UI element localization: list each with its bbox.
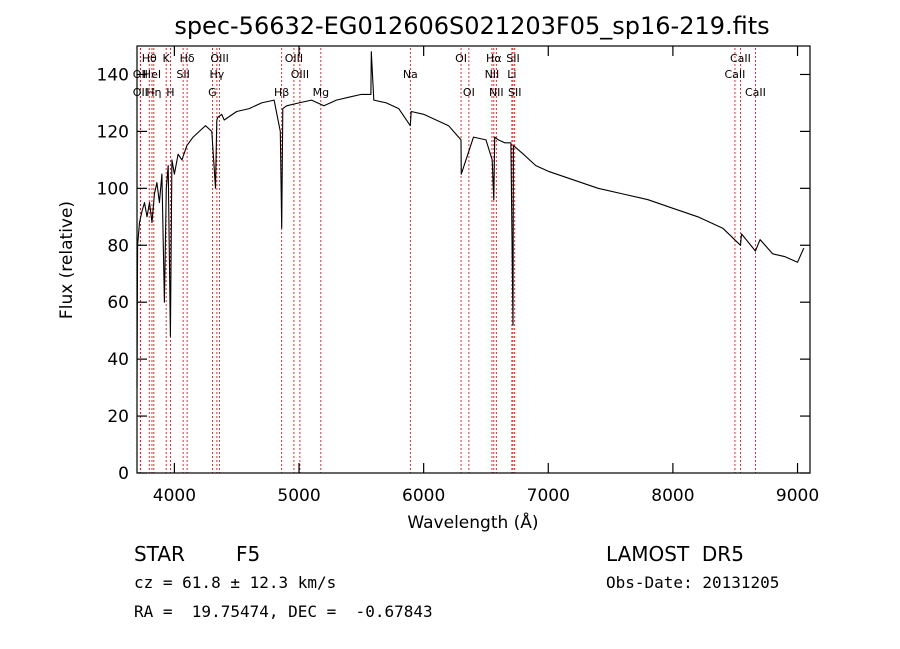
y-tick-label: 20 (107, 407, 129, 427)
y-axis-label: Flux (relative) (57, 201, 77, 319)
line-marker-label: Hβ (274, 86, 289, 99)
line-marker-label: SII (176, 68, 189, 81)
line-marker-label: CaII (725, 68, 746, 81)
line-marker-label: H (166, 86, 174, 99)
y-tick-label: 40 (107, 350, 129, 370)
y-tick-label: 100 (97, 179, 129, 199)
y-tick-label: 140 (97, 65, 129, 85)
x-tick-label: 6000 (402, 486, 445, 506)
line-marker-label: SII (508, 86, 521, 99)
line-marker-label: K (163, 52, 171, 65)
x-tick-label: 7000 (527, 486, 570, 506)
x-tick-label: 9000 (776, 486, 819, 506)
coordinates: RA = 19.75474, DEC = -0.67843 (134, 602, 433, 621)
line-marker-label: Hγ (209, 68, 224, 81)
line-marker-label: Li (507, 68, 516, 81)
line-marker-label: OI (455, 52, 467, 65)
line-marker-label: NII (489, 86, 504, 99)
x-tick-label: 5000 (277, 486, 320, 506)
line-marker-label: NII (485, 68, 500, 81)
spectral-subclass: F5 (236, 542, 260, 566)
line-marker-label: OIII (210, 52, 228, 65)
line-marker-label: OIII (285, 52, 303, 65)
x-axis-label: Wavelength (Å) (407, 511, 538, 533)
observation-date: Obs-Date: 20131205 (606, 573, 779, 592)
line-marker-label: Hα (486, 52, 502, 65)
y-tick-label: 60 (107, 293, 129, 313)
line-marker-label: CaII (730, 52, 751, 65)
line-marker-label: Mg (313, 86, 329, 99)
y-tick-label: 120 (97, 122, 129, 142)
redshift-cz: cz = 61.8 ± 12.3 km/s (134, 573, 336, 592)
line-marker-label: Na (403, 68, 418, 81)
plot-frame (136, 45, 811, 474)
object-type: STAR (134, 542, 185, 566)
line-marker-label: Hθ (142, 52, 157, 65)
y-tick-label: 80 (107, 236, 129, 256)
line-marker-label: OIII (291, 68, 309, 81)
chart-title: spec-56632-EG012606S021203F05_sp16-219.f… (174, 12, 769, 40)
line-marker-label: OI (463, 86, 475, 99)
spectrum-line (136, 51, 805, 388)
line-marker-label: CaII (745, 86, 766, 99)
survey-name: LAMOST DR5 (606, 542, 744, 566)
spectral-line-markers (139, 48, 756, 473)
x-tick-label: 4000 (153, 486, 196, 506)
line-marker-label: Hδ (180, 52, 195, 65)
line-marker-label: G (208, 86, 217, 99)
line-marker-label: SII (506, 52, 519, 65)
y-tick-label: 0 (118, 464, 129, 484)
line-marker-label: HeI (143, 68, 161, 81)
x-axis-ticks: 4000 5000 6000 7000 8000 9000 (153, 46, 819, 506)
x-tick-label: 8000 (651, 486, 694, 506)
y-axis-ticks: 0 20 40 60 80 100 120 140 (97, 65, 810, 484)
line-marker-label: Hη (146, 86, 161, 99)
